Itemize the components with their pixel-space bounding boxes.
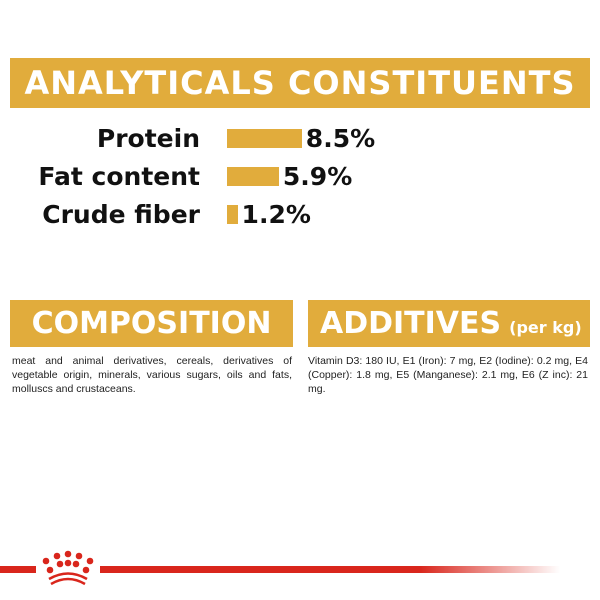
composition-text: meat and animal derivatives, cereals, de… — [12, 355, 292, 395]
analytical-row: Fat content 5.9% — [0, 161, 352, 191]
analytical-value: 8.5% — [305, 123, 376, 153]
royal-canin-crown-icon — [36, 548, 100, 588]
analytical-bar — [227, 166, 279, 186]
additives-subtitle: (per kg) — [509, 318, 582, 337]
analytical-label: Protein — [96, 123, 200, 153]
additives-text: Vitamin D3: 180 IU, E1 (Iron): 7 mg, E2 … — [308, 355, 588, 395]
analytical-value: 5.9% — [282, 161, 353, 191]
analyticals-title: ANALYTICALS CONSTITUENTS — [24, 64, 576, 102]
analytical-bar — [227, 128, 302, 148]
additives-banner: ADDITIVES (per kg) — [308, 300, 590, 347]
analytical-value: 1.2% — [241, 199, 311, 229]
analytical-label: Fat content — [38, 161, 200, 191]
analytical-row: Crude fiber 1.2% — [0, 199, 311, 229]
analyticals-banner: ANALYTICALS CONSTITUENTS — [10, 58, 590, 108]
analytical-bar — [227, 204, 238, 224]
brand-line — [0, 566, 560, 573]
composition-title: COMPOSITION — [31, 306, 272, 341]
analytical-row: Protein 8.5% — [0, 123, 375, 153]
additives-title: ADDITIVES — [320, 306, 502, 341]
composition-banner: COMPOSITION — [10, 300, 293, 347]
analytical-label: Crude fiber — [42, 199, 200, 229]
